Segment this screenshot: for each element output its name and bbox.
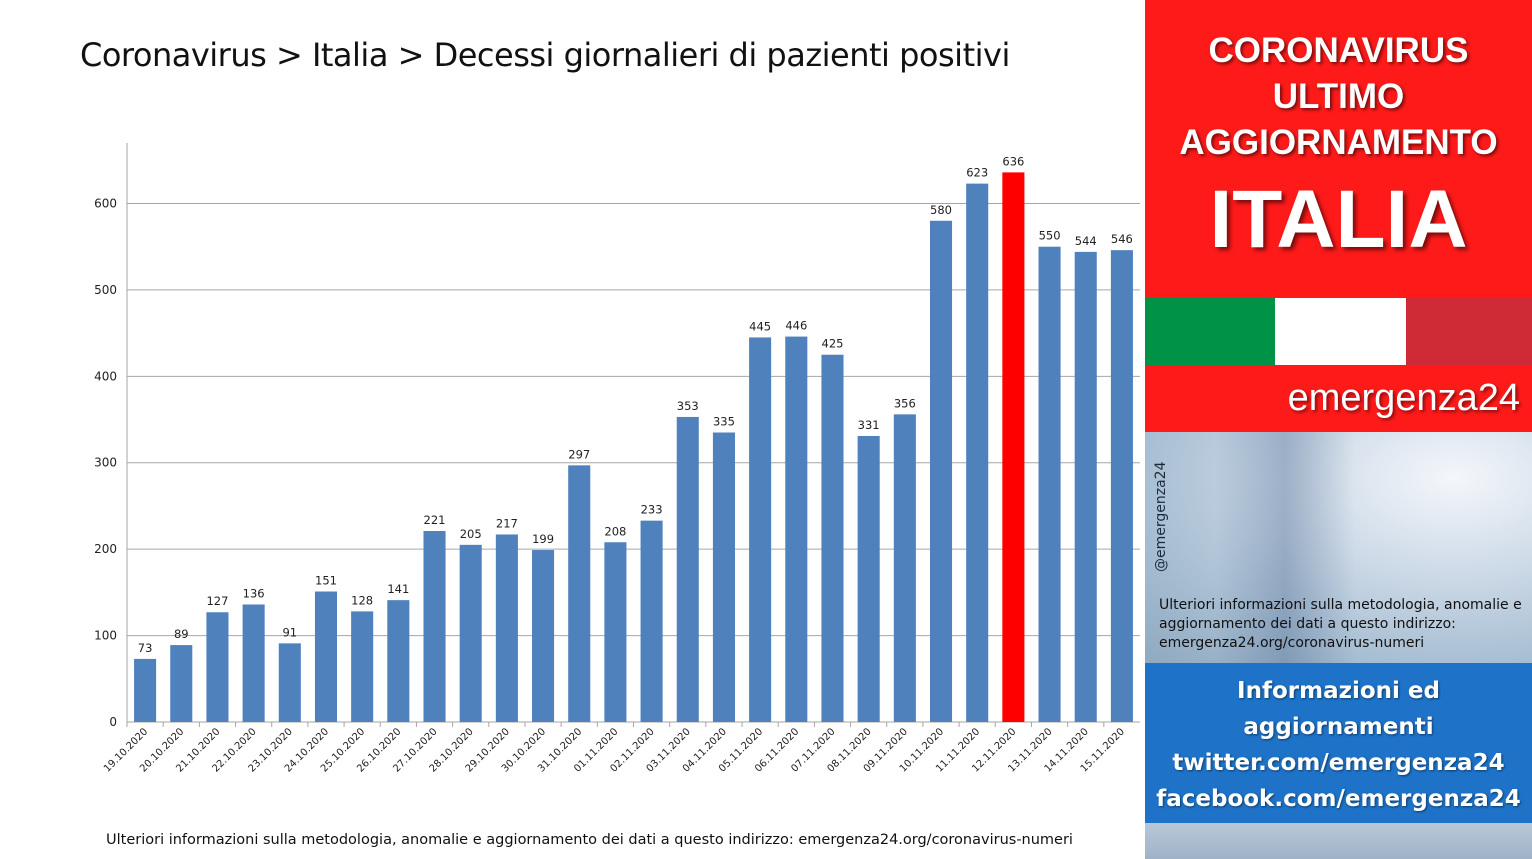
- bar: [1074, 251, 1097, 722]
- bar: [640, 520, 663, 722]
- data-label: 445: [749, 319, 771, 333]
- bar-chart: 01002003004005006007319.10.20208920.10.2…: [94, 143, 1140, 775]
- bar: [532, 550, 555, 722]
- data-label: 546: [1111, 232, 1133, 246]
- italian-flag: [1145, 298, 1532, 365]
- data-label: 550: [1039, 229, 1061, 243]
- bar: [1002, 172, 1025, 723]
- data-label: 233: [641, 503, 663, 517]
- bar: [495, 534, 518, 722]
- footnote: Ulteriori informazioni sulla metodologia…: [106, 832, 1073, 848]
- data-label: 89: [174, 627, 189, 641]
- info-line-2: aggiornamenti: [1243, 714, 1434, 740]
- bar: [423, 531, 446, 722]
- flag-red: [1406, 298, 1532, 365]
- y-tick-label: 200: [94, 542, 117, 556]
- side-panel: CORONAVIRUS ULTIMO AGGIORNAMENTO ITALIA …: [1145, 0, 1532, 859]
- data-label: 425: [822, 337, 844, 351]
- header-line-3: AGGIORNAMENTO: [1179, 123, 1498, 162]
- data-label: 221: [424, 513, 446, 527]
- data-label: 335: [713, 415, 735, 429]
- bar: [242, 604, 265, 722]
- data-label: 199: [532, 532, 554, 546]
- bar: [568, 465, 591, 722]
- data-label: 91: [282, 625, 297, 639]
- bar: [278, 643, 301, 722]
- facebook-link[interactable]: facebook.com/emergenza24: [1156, 786, 1521, 812]
- social-handle: @emergenza24: [1153, 461, 1169, 573]
- y-tick-label: 500: [94, 283, 117, 297]
- background-photo: @emergenza24 Ulteriori informazioni sull…: [1145, 432, 1532, 663]
- info-box: Informazioni ed aggiornamenti twitter.co…: [1145, 663, 1532, 823]
- data-label: 580: [930, 203, 952, 217]
- bar: [749, 337, 772, 722]
- bar: [676, 416, 699, 722]
- data-label: 353: [677, 399, 699, 413]
- data-label: 217: [496, 516, 518, 530]
- bar: [387, 600, 410, 722]
- header-country: ITALIA: [1209, 174, 1468, 265]
- bar: [206, 612, 229, 722]
- data-label: 356: [894, 396, 916, 410]
- chart-title: Coronavirus > Italia > Decessi giornalie…: [80, 36, 1010, 74]
- brand-name: emergenza24: [1287, 377, 1520, 419]
- y-tick-label: 400: [94, 369, 117, 383]
- data-label: 331: [858, 418, 880, 432]
- bar: [604, 542, 627, 722]
- y-tick-label: 600: [94, 196, 117, 210]
- bar: [134, 658, 157, 722]
- methodology-note: Ulteriori informazioni sulla metodologia…: [1159, 597, 1522, 651]
- bar: [314, 591, 338, 722]
- data-label: 446: [785, 319, 807, 333]
- info-line-1: Informazioni ed: [1237, 678, 1440, 704]
- data-label: 128: [351, 593, 373, 607]
- flag-white: [1275, 298, 1406, 365]
- data-label: 623: [966, 166, 988, 180]
- bar: [459, 544, 482, 722]
- data-label: 73: [138, 641, 153, 655]
- bar: [785, 336, 808, 722]
- data-label: 297: [568, 447, 590, 461]
- bar: [857, 435, 880, 722]
- flag-green: [1145, 298, 1275, 365]
- photo-blur: [1215, 432, 1355, 663]
- panel-bottom-photo: [1145, 823, 1532, 859]
- bar: [351, 611, 374, 722]
- data-label: 208: [604, 524, 626, 538]
- y-tick-label: 0: [109, 715, 117, 729]
- data-label: 136: [243, 586, 265, 600]
- bar: [929, 220, 953, 722]
- data-label: 127: [206, 594, 228, 608]
- brand-bar: emergenza24: [1145, 365, 1532, 432]
- header-line-2: ULTIMO: [1272, 77, 1405, 116]
- header-line-1: CORONAVIRUS: [1208, 31, 1469, 70]
- panel-header: CORONAVIRUS ULTIMO AGGIORNAMENTO ITALIA: [1145, 0, 1532, 298]
- data-label: 636: [1002, 154, 1024, 168]
- bar: [1038, 246, 1061, 723]
- bar: [1110, 250, 1133, 722]
- data-label: 151: [315, 574, 337, 588]
- bar: [170, 645, 193, 722]
- data-label: 205: [460, 527, 482, 541]
- data-label: 141: [387, 582, 409, 596]
- y-tick-label: 100: [94, 629, 117, 643]
- bar: [821, 354, 844, 722]
- data-label: 544: [1075, 234, 1097, 248]
- bar: [966, 183, 989, 722]
- y-tick-label: 300: [94, 456, 117, 470]
- bar: [712, 432, 735, 722]
- bar: [893, 414, 916, 722]
- twitter-link[interactable]: twitter.com/emergenza24: [1172, 750, 1505, 776]
